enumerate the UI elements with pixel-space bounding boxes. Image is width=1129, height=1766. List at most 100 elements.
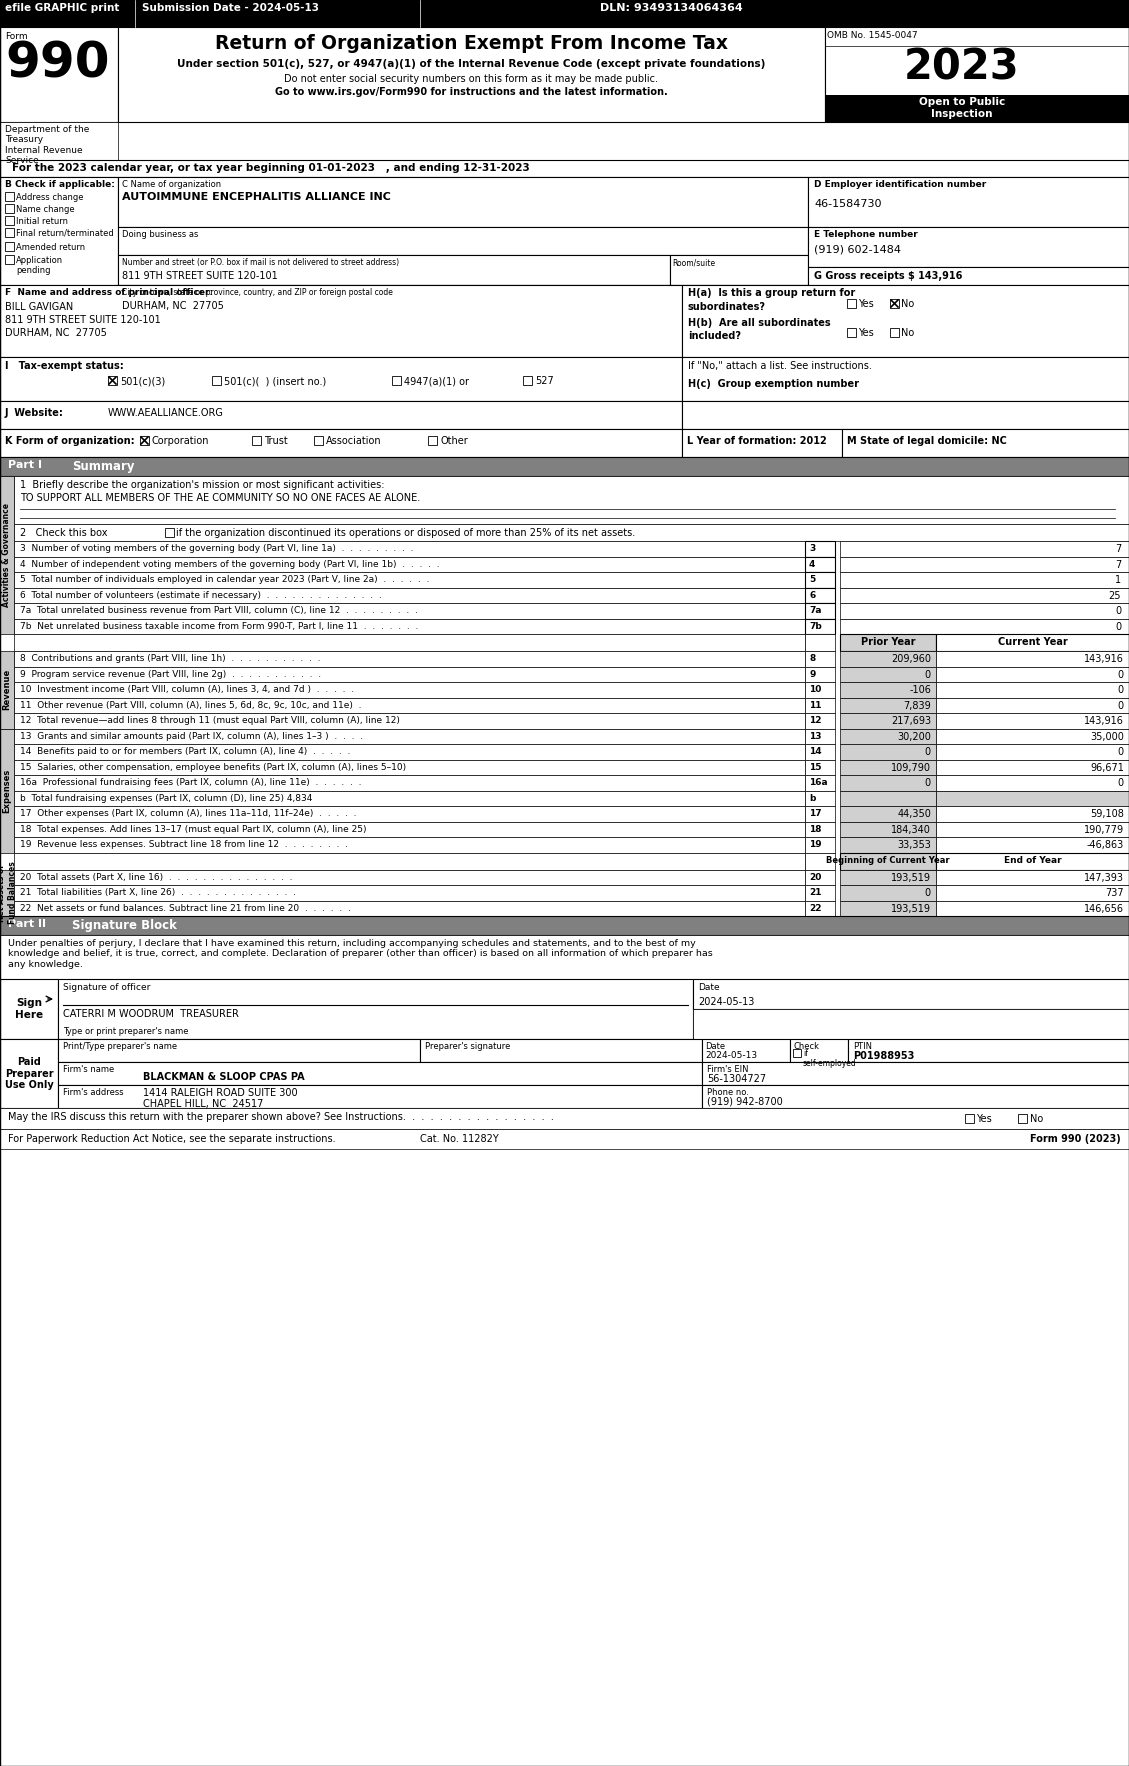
Text: 0: 0 <box>1118 669 1124 680</box>
Text: Cat. No. 11282Y: Cat. No. 11282Y <box>420 1134 499 1144</box>
Text: 0: 0 <box>925 747 931 758</box>
Text: 7: 7 <box>1114 544 1121 555</box>
Bar <box>682 284 1129 357</box>
Bar <box>936 634 1129 652</box>
Bar <box>5 215 14 224</box>
Text: Paid
Preparer
Use Only: Paid Preparer Use Only <box>5 1056 53 1090</box>
Bar <box>805 901 835 917</box>
Text: 16a  Professional fundraising fees (Part IX, column (A), line 11e)  .  .  .  .  : 16a Professional fundraising fees (Part … <box>20 779 361 788</box>
Bar <box>682 357 1129 401</box>
Bar <box>805 869 835 885</box>
Bar <box>702 1061 1129 1084</box>
Text: 56-1304727: 56-1304727 <box>707 1074 767 1084</box>
Text: 5: 5 <box>809 576 815 585</box>
Bar <box>0 1107 1129 1128</box>
Text: Under penalties of perjury, I declare that I have examined this return, includin: Under penalties of perjury, I declare th… <box>8 940 712 970</box>
Bar <box>682 429 842 457</box>
Bar <box>965 1114 974 1123</box>
Bar <box>58 1038 420 1061</box>
Text: PTIN: PTIN <box>854 1042 872 1051</box>
Text: H(b)  Are all subordinates: H(b) Are all subordinates <box>688 318 831 328</box>
Text: Date: Date <box>698 984 719 992</box>
Text: Expenses: Expenses <box>2 768 11 812</box>
Bar <box>0 978 58 1038</box>
Text: 146,656: 146,656 <box>1084 904 1124 913</box>
Bar <box>805 805 835 821</box>
Bar <box>252 436 261 445</box>
Bar <box>936 885 1129 901</box>
Text: b  Total fundraising expenses (Part IX, column (D), line 25) 4,834: b Total fundraising expenses (Part IX, c… <box>20 793 313 802</box>
Text: 0: 0 <box>925 888 931 897</box>
Bar <box>0 477 14 634</box>
Text: Trust: Trust <box>264 436 288 447</box>
Text: 9: 9 <box>809 669 815 678</box>
Text: Return of Organization Exempt From Income Tax: Return of Organization Exempt From Incom… <box>215 34 728 53</box>
Text: Check: Check <box>793 1042 819 1051</box>
Text: Date: Date <box>704 1042 725 1051</box>
Bar <box>805 853 835 869</box>
Bar <box>936 901 1129 917</box>
Bar <box>5 205 14 214</box>
Bar <box>119 254 669 284</box>
Text: Type or print preparer's name: Type or print preparer's name <box>63 1028 189 1037</box>
Text: Association: Association <box>326 436 382 447</box>
Bar <box>805 791 835 805</box>
Bar <box>936 652 1129 666</box>
Text: 990: 990 <box>5 41 110 88</box>
Bar <box>0 917 1129 934</box>
Text: 0: 0 <box>1118 685 1124 696</box>
Bar <box>0 652 14 729</box>
Text: subordinates?: subordinates? <box>688 302 765 313</box>
Bar <box>840 634 936 652</box>
Bar <box>840 869 936 885</box>
Text: included?: included? <box>688 330 741 341</box>
Text: 0: 0 <box>1118 779 1124 788</box>
Text: 2   Check this box: 2 Check this box <box>20 528 107 539</box>
Bar <box>0 729 14 853</box>
Text: M State of legal domicile: NC: M State of legal domicile: NC <box>847 436 1007 447</box>
Bar <box>119 177 808 228</box>
Text: 0: 0 <box>1114 622 1121 632</box>
Text: if the organization discontinued its operations or disposed of more than 25% of : if the organization discontinued its ope… <box>176 528 636 539</box>
Text: 17  Other expenses (Part IX, column (A), lines 11a–11d, 11f–24e)  .  .  .  .  .: 17 Other expenses (Part IX, column (A), … <box>20 809 357 818</box>
Text: Form: Form <box>5 32 27 41</box>
Text: Doing business as: Doing business as <box>122 230 199 238</box>
Text: 5  Total number of individuals employed in calendar year 2023 (Part V, line 2a) : 5 Total number of individuals employed i… <box>20 576 429 585</box>
Bar <box>693 978 1129 1008</box>
Bar <box>1018 1114 1027 1123</box>
Bar <box>693 1008 1129 1038</box>
Text: H(c)  Group exemption number: H(c) Group exemption number <box>688 380 859 389</box>
Bar <box>840 698 936 713</box>
Text: 2024-05-13: 2024-05-13 <box>704 1051 758 1060</box>
Text: Number and street (or P.O. box if mail is not delivered to street address): Number and street (or P.O. box if mail i… <box>122 258 400 267</box>
Text: 7: 7 <box>1114 560 1121 569</box>
Text: 8: 8 <box>809 653 815 662</box>
Bar <box>890 328 899 337</box>
Text: Other: Other <box>440 436 467 447</box>
Bar <box>825 26 1129 122</box>
Bar <box>847 328 856 337</box>
Bar <box>936 869 1129 885</box>
Text: Beginning of Current Year: Beginning of Current Year <box>826 855 949 865</box>
Bar <box>14 853 805 869</box>
Text: 13  Grants and similar amounts paid (Part IX, column (A), lines 1–3 )  .  .  .  : 13 Grants and similar amounts paid (Part… <box>20 731 364 740</box>
Text: D Employer identification number: D Employer identification number <box>814 180 987 189</box>
Text: 18  Total expenses. Add lines 13–17 (must equal Part IX, column (A), line 25): 18 Total expenses. Add lines 13–17 (must… <box>20 825 367 834</box>
Text: Activities & Governance: Activities & Governance <box>2 503 11 608</box>
Text: 14: 14 <box>809 747 822 756</box>
Bar <box>936 837 1129 853</box>
Bar <box>840 652 936 666</box>
Text: 12  Total revenue—add lines 8 through 11 (must equal Part VIII, column (A), line: 12 Total revenue—add lines 8 through 11 … <box>20 715 400 726</box>
Bar <box>890 298 899 307</box>
Text: 22  Net assets or fund balances. Subtract line 21 from line 20  .  .  .  .  .  .: 22 Net assets or fund balances. Subtract… <box>20 904 351 913</box>
Bar <box>14 821 805 837</box>
Text: Part II: Part II <box>8 918 46 929</box>
Text: 2024-05-13: 2024-05-13 <box>698 998 754 1007</box>
Text: L Year of formation: 2012: L Year of formation: 2012 <box>688 436 826 447</box>
Text: 184,340: 184,340 <box>891 825 931 835</box>
Text: if
self-employed: if self-employed <box>803 1049 857 1068</box>
Text: 0: 0 <box>925 779 931 788</box>
Text: 811 9TH STREET SUITE 120-101: 811 9TH STREET SUITE 120-101 <box>5 314 160 325</box>
Text: 13: 13 <box>809 731 822 740</box>
Bar <box>702 1038 790 1061</box>
